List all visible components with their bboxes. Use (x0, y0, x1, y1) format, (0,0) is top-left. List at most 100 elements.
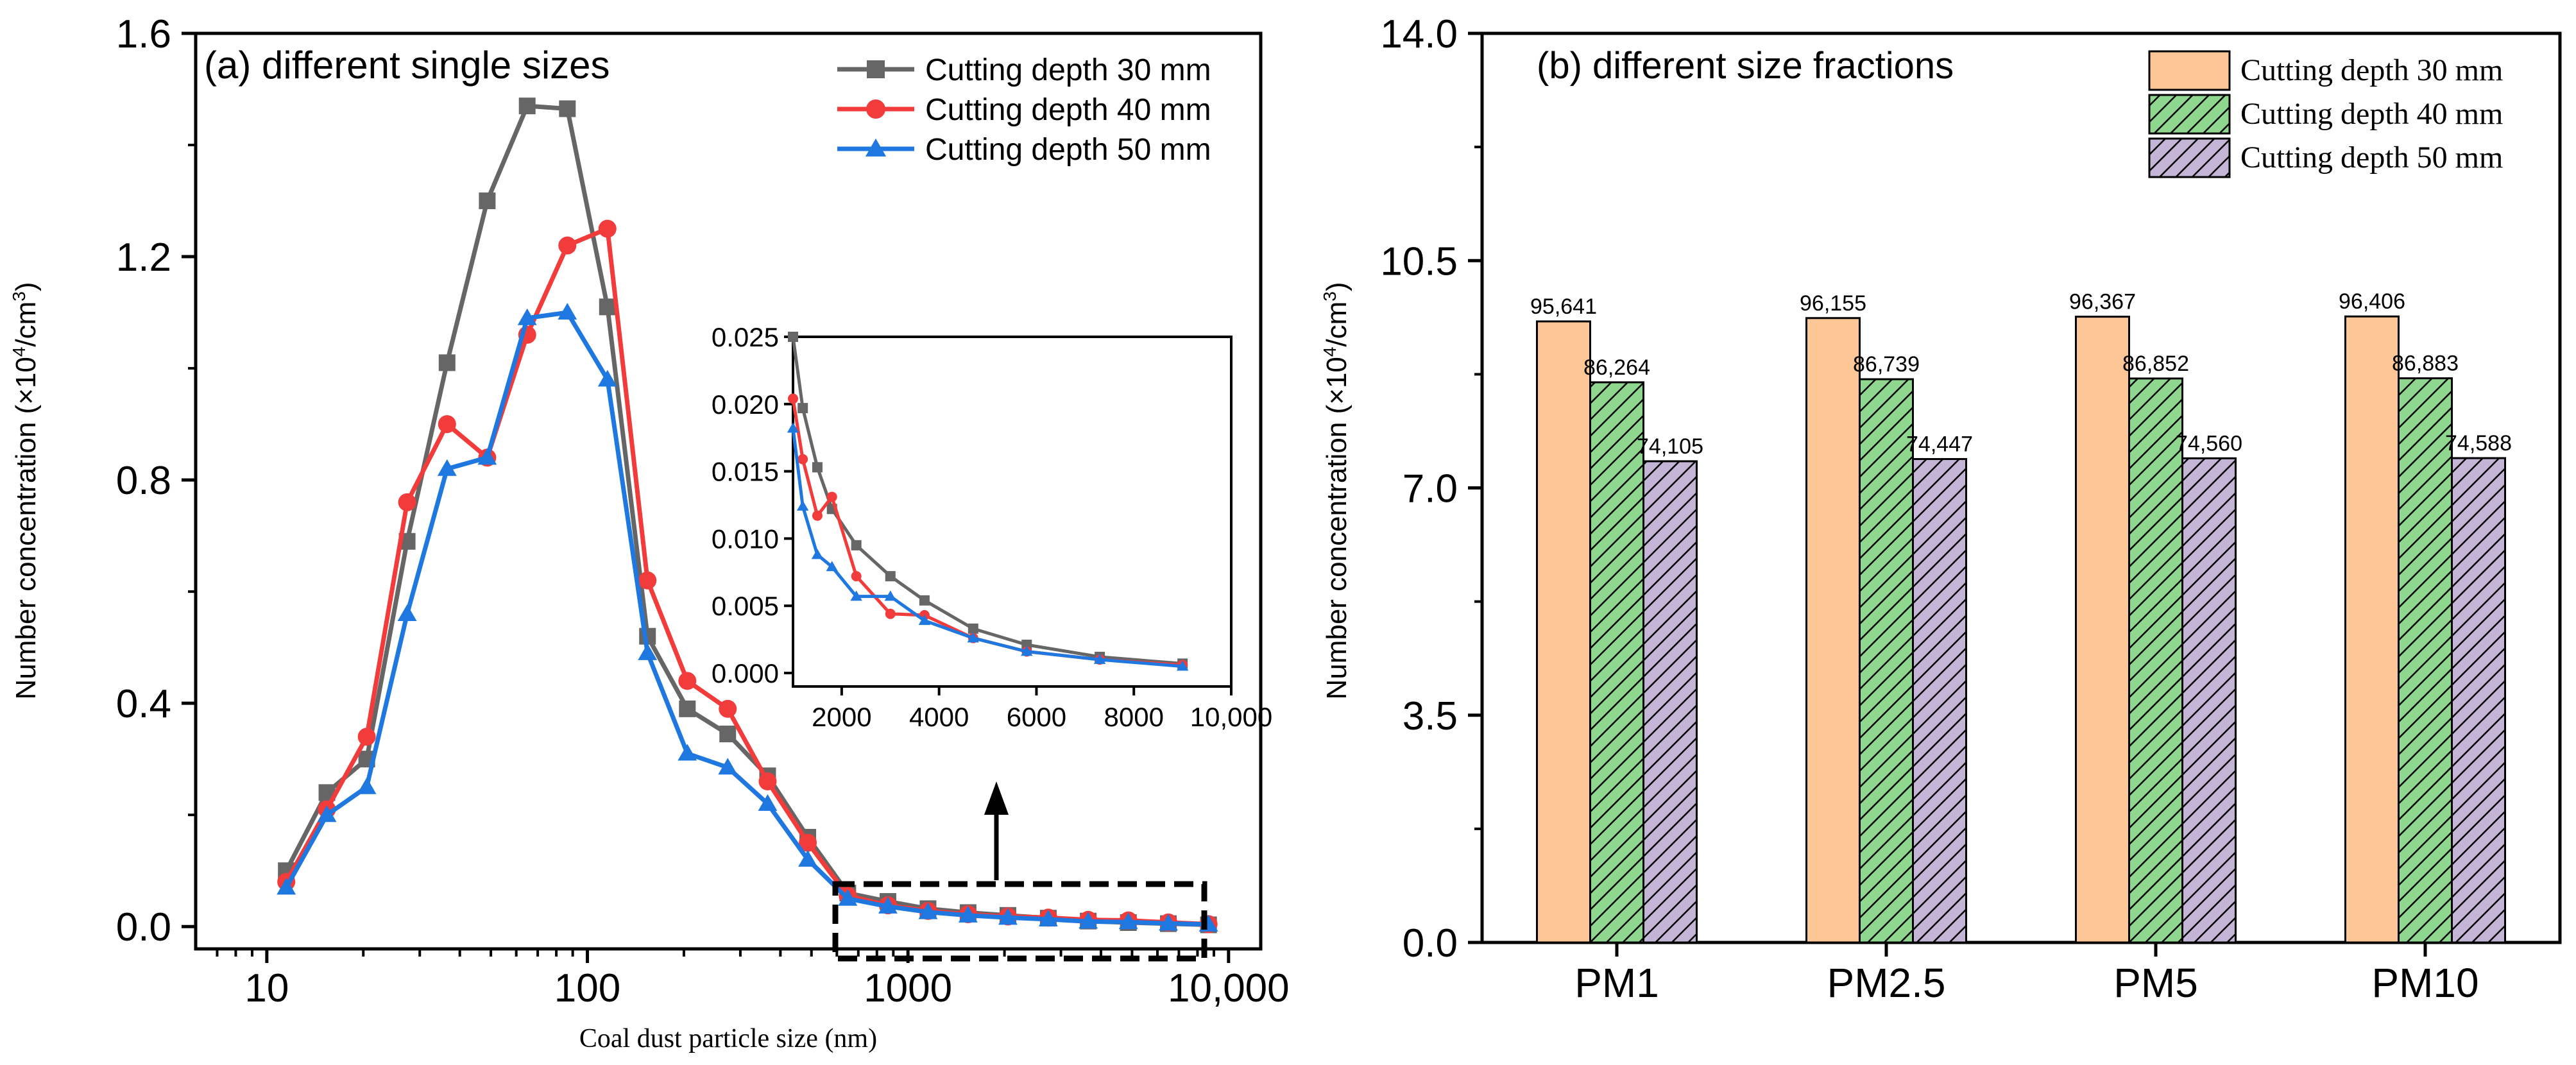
inset-data-point (1093, 653, 1106, 664)
inset-data-point (798, 403, 808, 414)
inset-data-point (811, 549, 824, 559)
data-point (678, 672, 697, 690)
zoom-arrow-head (984, 781, 1009, 815)
x-axis-label: Coal dust particle size (nm) (579, 1024, 877, 1053)
panel-b-title: (b) different size fractions (1537, 45, 1954, 87)
data-point (758, 794, 778, 811)
bar-chart-panel: 0.0 3.5 7.0 10.5 14.0 PM1 PM2.5 PM5 PM10 95,641 8… (1320, 12, 2562, 1006)
inset-data-point (884, 590, 896, 601)
y-tick-label: 0.0 (1403, 921, 1458, 966)
inset-x-tick-label: 6000 (1007, 702, 1066, 732)
data-point (317, 805, 337, 822)
data-point (638, 643, 658, 660)
bar-value-label: 96,367 (2069, 290, 2136, 314)
legend-swatch (2148, 137, 2231, 178)
data-point (477, 448, 497, 465)
inset-data-point (812, 462, 823, 473)
bar-value-label: 86,739 (1853, 352, 1920, 377)
inset-data-point (788, 393, 798, 404)
data-point (437, 459, 457, 476)
legend-label: Cutting depth 50 mm (925, 133, 1211, 167)
bar-value-label: 74,560 (2176, 431, 2242, 456)
x-tick-label: 10 (244, 966, 289, 1010)
inset-data-point (812, 510, 823, 521)
data-point (998, 908, 1018, 925)
bar (1912, 457, 1967, 944)
data-point (558, 236, 577, 255)
zoom-region-box (832, 881, 1207, 962)
inset-data-point (851, 571, 862, 582)
x-tick-label: 1000 (864, 966, 952, 1010)
y-tick-label: 10.5 (1380, 239, 1458, 284)
y-tick-label: 1.2 (116, 235, 171, 280)
data-point (719, 699, 737, 718)
data-point (719, 726, 737, 743)
inset-x-tick-label: 8000 (1104, 702, 1164, 732)
y-tick-label: 3.5 (1403, 694, 1458, 738)
y-axis-label: Number concentration (×104/cm3) (1320, 282, 1352, 699)
data-point (559, 100, 576, 117)
data-point (598, 219, 617, 238)
bar-value-label: 74,105 (1637, 434, 1703, 459)
legend: Cutting depth 30 mm Cutting depth 40 mm Cu… (837, 53, 1211, 167)
plot-frame (194, 31, 1263, 951)
axis-ticks: 0.0 3.5 7.0 10.5 14.0 PM1 PM2.5 PM5 PM10 (1380, 12, 2478, 1006)
x-tick-label: PM2.5 (1827, 960, 1946, 1006)
data-point (1038, 909, 1058, 926)
bar (2451, 457, 2506, 944)
data-point (638, 571, 657, 590)
inset-data-point (850, 590, 862, 601)
legend-marker (867, 60, 885, 78)
inset-y-tick-label: 0.005 (712, 591, 779, 621)
bar-value-label: 86,264 (1583, 355, 1650, 380)
bar (2181, 457, 2237, 944)
legend-label: Cutting depth 40 mm (925, 93, 1211, 127)
inset-data-point (796, 500, 809, 511)
bar-value-label: 96,406 (2339, 289, 2405, 314)
inset-x-tick-label: 2000 (812, 702, 871, 732)
data-point (878, 896, 898, 914)
bar-value-label: 86,852 (2122, 352, 2189, 376)
data-point (357, 777, 377, 794)
inset-data-point (788, 332, 798, 342)
inset-x-tick-label: 10,000 (1190, 702, 1272, 732)
legend-label: Cutting depth 50 mm (2240, 141, 2503, 175)
bars-group: 95,641 86,264 74,105 96,155 86,739 74,447 96,3… (1530, 289, 2512, 944)
data-point (838, 889, 858, 906)
y-axis-label: Number concentration (×104/cm3) (9, 282, 42, 699)
y-tick-label: 7.0 (1403, 467, 1458, 511)
bar (2398, 377, 2453, 944)
inset-data-point (918, 615, 931, 626)
inset-chart: 0.000 0.005 0.010 0.015 0.020 0.025 2000 4000 60… (712, 322, 1272, 732)
inset-y-tick-label: 0.015 (712, 457, 779, 487)
data-point (398, 493, 416, 511)
legend-marker (865, 138, 887, 157)
series-group (277, 98, 1218, 933)
bar-value-label: 74,588 (2445, 431, 2512, 456)
bar (1805, 317, 1861, 944)
legend-label: Cutting depth 30 mm (925, 53, 1211, 87)
y-tick-label: 14.0 (1380, 12, 1458, 56)
y-tick-label: 0.4 (116, 682, 171, 726)
inset-axis-ticks: 0.000 0.005 0.010 0.015 0.020 0.025 2000 4000 60… (712, 322, 1272, 732)
bar-value-label: 96,155 (1800, 291, 1866, 316)
inset-data-point (826, 561, 838, 572)
data-point (438, 354, 456, 371)
inset-series-group (787, 332, 1189, 671)
data-point (718, 758, 738, 775)
legend-marker (866, 99, 885, 119)
bar (2344, 315, 2400, 944)
data-point (1118, 912, 1138, 930)
inset-data-point (787, 422, 799, 433)
inset-data-point (1176, 660, 1189, 671)
data-point (958, 905, 978, 923)
data-point (357, 728, 376, 746)
inset-y-tick-label: 0.000 (712, 658, 779, 688)
inset-data-point (798, 454, 808, 464)
data-point (799, 833, 817, 852)
inset-data-point (851, 540, 862, 550)
legend-swatch (2148, 50, 2231, 91)
inset-data-point (967, 632, 979, 643)
x-tick-label: PM5 (2113, 960, 2198, 1006)
bar (1536, 320, 1591, 944)
